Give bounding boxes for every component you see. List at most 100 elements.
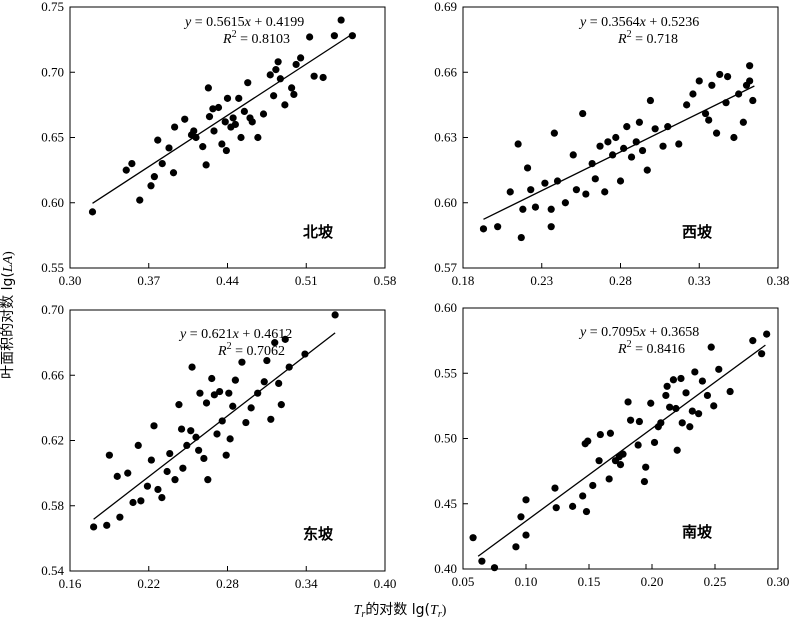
data-point xyxy=(698,377,707,385)
y-tick-label: 0.65 xyxy=(41,130,64,145)
data-point xyxy=(716,70,724,79)
data-point xyxy=(247,404,255,412)
data-point xyxy=(183,441,191,449)
data-point xyxy=(231,120,239,129)
data-point xyxy=(659,142,667,150)
data-point xyxy=(672,404,680,413)
data-point xyxy=(213,430,221,438)
data-point xyxy=(192,133,200,142)
x-tick-label: 0.30 xyxy=(59,273,82,288)
data-point xyxy=(218,417,226,425)
y-tick-label: 0.60 xyxy=(41,195,64,210)
data-point xyxy=(124,469,132,477)
data-point xyxy=(682,389,690,397)
data-point xyxy=(647,399,655,407)
data-point xyxy=(601,188,609,196)
y-tick-label: 0.55 xyxy=(434,365,457,380)
data-point xyxy=(705,116,713,124)
data-point xyxy=(244,79,252,87)
data-point xyxy=(638,146,647,155)
data-point xyxy=(606,429,615,437)
data-point xyxy=(551,484,559,492)
data-point xyxy=(238,358,246,366)
data-point xyxy=(218,140,226,148)
data-point xyxy=(675,140,683,148)
data-point xyxy=(749,337,757,345)
data-point xyxy=(204,84,212,92)
data-point xyxy=(348,32,356,40)
trend-line xyxy=(93,332,336,520)
data-point xyxy=(523,164,532,172)
data-point xyxy=(746,77,754,85)
data-point xyxy=(596,430,604,439)
data-point xyxy=(494,223,502,231)
trend-line xyxy=(477,344,766,557)
data-point xyxy=(154,136,162,144)
data-point xyxy=(271,339,279,347)
data-point xyxy=(688,407,696,415)
data-point xyxy=(129,498,137,507)
data-point xyxy=(202,399,211,407)
data-point xyxy=(522,496,530,504)
x-tick-label: 0.22 xyxy=(137,576,160,591)
y-tick-label: 0.45 xyxy=(434,496,457,511)
data-point xyxy=(620,144,628,152)
data-point xyxy=(691,368,699,376)
data-point xyxy=(136,196,144,204)
data-point xyxy=(657,419,665,427)
data-point xyxy=(137,497,145,505)
data-point xyxy=(240,107,248,115)
data-point xyxy=(235,94,243,102)
data-point xyxy=(248,118,256,126)
data-point xyxy=(712,129,721,137)
data-point xyxy=(643,166,651,174)
data-point xyxy=(666,403,674,411)
data-point xyxy=(726,387,734,396)
data-point xyxy=(522,531,530,539)
data-point xyxy=(259,110,268,118)
data-point xyxy=(569,151,577,159)
data-point xyxy=(663,382,671,390)
data-point xyxy=(200,454,208,463)
x-tick-label: 0.15 xyxy=(578,574,601,589)
data-point xyxy=(260,378,268,386)
y-tick-label: 0.60 xyxy=(434,300,457,315)
x-axis-title: Tr的对数 lg(Tr) xyxy=(354,602,447,620)
data-point xyxy=(205,113,214,121)
data-point xyxy=(632,138,640,146)
data-point xyxy=(281,335,289,343)
x-tick-label: 0.18 xyxy=(452,273,475,288)
data-point xyxy=(134,441,142,449)
data-point xyxy=(226,435,234,443)
y-tick-label: 0.69 xyxy=(434,0,457,14)
r-squared-label: R2 = 0.8416 xyxy=(617,339,685,357)
data-point xyxy=(686,423,694,431)
data-point xyxy=(171,476,179,484)
data-point xyxy=(626,416,635,424)
x-tick-label: 0.28 xyxy=(216,576,239,591)
data-point xyxy=(735,90,743,98)
data-point xyxy=(103,521,111,529)
data-point xyxy=(569,502,577,510)
data-point xyxy=(292,60,300,69)
data-point xyxy=(739,118,747,126)
data-point xyxy=(707,343,715,351)
data-point xyxy=(478,557,486,565)
data-point xyxy=(154,485,162,494)
data-point xyxy=(642,463,650,471)
y-tick-label: 0.54 xyxy=(41,563,64,578)
data-point xyxy=(619,450,627,458)
x-tick-label: 0.51 xyxy=(295,273,318,288)
data-point xyxy=(195,446,203,454)
data-point xyxy=(319,73,327,82)
data-point xyxy=(187,427,195,435)
data-point xyxy=(281,101,289,109)
data-point xyxy=(746,62,754,70)
x-tick-label: 0.16 xyxy=(59,576,82,591)
x-tick-label: 0.44 xyxy=(216,273,239,288)
slope-site-label: 南坡 xyxy=(682,523,712,541)
data-point xyxy=(677,374,685,383)
data-point xyxy=(531,203,540,211)
y-tick-label: 0.58 xyxy=(41,498,64,513)
